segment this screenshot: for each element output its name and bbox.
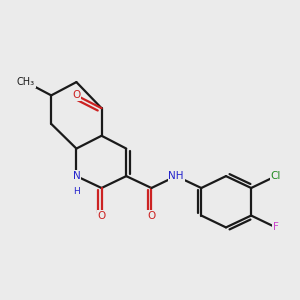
Text: O: O xyxy=(98,211,106,220)
Text: Cl: Cl xyxy=(271,171,281,181)
Text: F: F xyxy=(273,222,279,233)
Text: H: H xyxy=(73,187,80,196)
Text: NH: NH xyxy=(168,171,184,181)
Text: O: O xyxy=(72,90,80,100)
Text: N: N xyxy=(73,171,80,181)
Text: O: O xyxy=(147,211,155,220)
Text: CH₃: CH₃ xyxy=(17,77,35,87)
